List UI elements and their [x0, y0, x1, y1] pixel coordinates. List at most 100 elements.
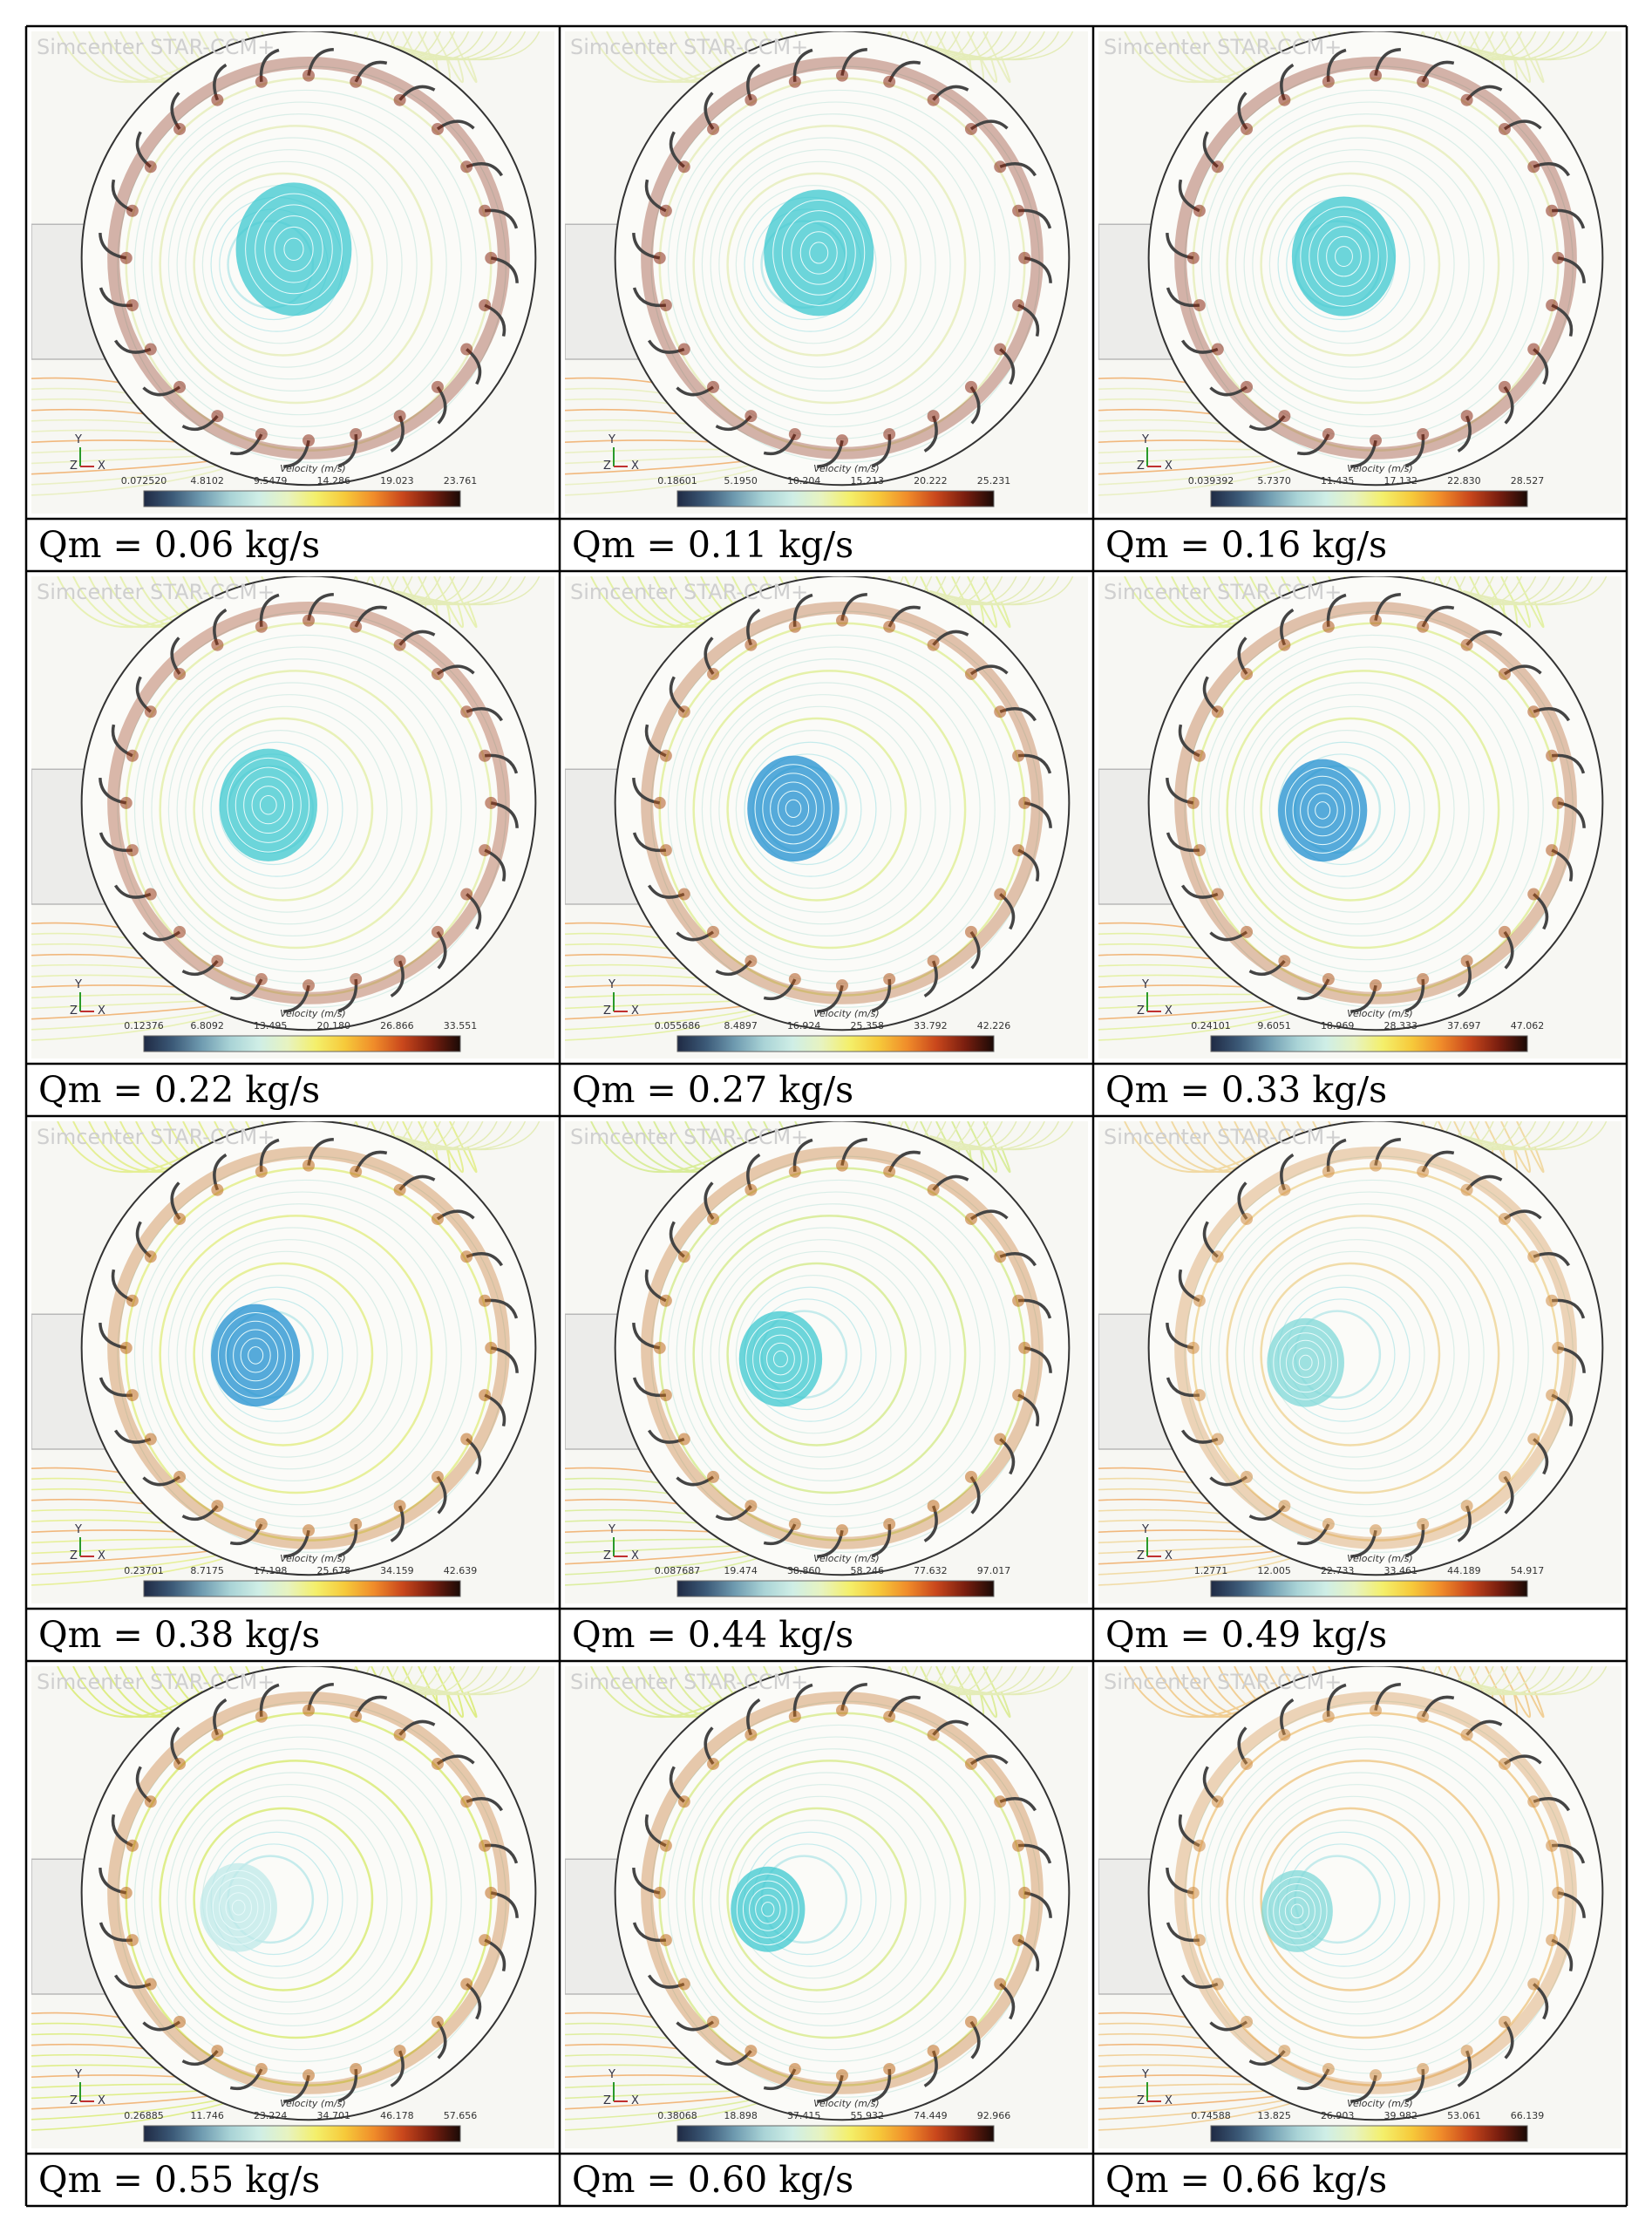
colorbar-title: Velocity (m/s): [280, 463, 346, 474]
flow-panel: [1098, 1121, 1621, 1603]
colorbar-tick: 34.701: [316, 2110, 351, 2121]
colorbar-tick: 13.825: [1257, 2110, 1291, 2121]
colorbar-tick: 0.74588: [1191, 2110, 1231, 2121]
colorbar-tick: 17.132: [1383, 475, 1418, 487]
axis-label-x: X: [631, 460, 639, 473]
housing: [614, 1666, 1071, 2121]
axis-label-z: Z: [70, 2094, 78, 2107]
colorbar-title: Velocity (m/s): [813, 2098, 880, 2109]
vortex-core: [731, 1866, 806, 1952]
axis-label-y: Y: [75, 2068, 82, 2081]
colorbar-title: Velocity (m/s): [280, 1008, 346, 1019]
axis-label-z: Z: [70, 460, 78, 473]
axis-label-y: Y: [608, 978, 615, 991]
colorbar: [676, 2125, 995, 2142]
housing: [614, 576, 1071, 1031]
colorbar: [676, 490, 995, 507]
colorbar-tick: 22.830: [1447, 475, 1481, 487]
colorbar-tick: 53.061: [1447, 2110, 1481, 2121]
colorbar-tick: 9.5479: [253, 475, 288, 487]
vortex-core: [200, 1862, 277, 1952]
axis-label-z: Z: [1137, 1549, 1145, 1562]
axis-label-z: Z: [70, 1549, 78, 1562]
vortex-core: [211, 1304, 301, 1407]
colorbar: [143, 2125, 461, 2142]
colorbar-tick: 28.333: [1383, 1020, 1418, 1031]
colorbar-tick: 0.23701: [124, 1565, 164, 1576]
colorbar-tick: 0.087687: [654, 1565, 701, 1576]
colorbar-title: Velocity (m/s): [1347, 1008, 1413, 1019]
axis-label-x: X: [1165, 460, 1173, 473]
axis-label-y: Y: [608, 433, 615, 446]
colorbar-tick: 26.866: [380, 1020, 414, 1031]
vortex-core: [747, 755, 840, 862]
colorbar-tick: 10.204: [786, 475, 821, 487]
colorbar-tick: 20.222: [914, 475, 948, 487]
colorbar-tick: 11.746: [190, 2110, 224, 2121]
panel-caption: Qm = 0.49 kg/s: [1105, 1614, 1388, 1656]
colorbar-title: Velocity (m/s): [280, 1553, 346, 1564]
axis-label-x: X: [98, 2094, 105, 2107]
colorbar-tick: 33.792: [914, 1020, 948, 1031]
vortex-core: [1278, 759, 1368, 862]
colorbar-tick: 8.4897: [724, 1020, 758, 1031]
colorbar-tick: 6.8092: [190, 1020, 224, 1031]
panel-caption: Qm = 0.06 kg/s: [38, 524, 321, 566]
watermark: Simcenter STAR-CCM+: [1104, 35, 1343, 59]
colorbar-tick: 23.224: [253, 2110, 288, 2121]
colorbar-tick: 15.213: [850, 475, 885, 487]
colorbar: [143, 1035, 461, 1052]
housing: [1147, 1666, 1604, 2121]
colorbar-tick: 0.072520: [120, 475, 167, 487]
housing: [80, 1121, 537, 1576]
colorbar-tick: 13.495: [253, 1020, 288, 1031]
colorbar-tick: 97.017: [976, 1565, 1011, 1576]
colorbar-title: Velocity (m/s): [280, 2098, 346, 2109]
colorbar-title: Velocity (m/s): [813, 1553, 880, 1564]
housing: [80, 1666, 537, 2121]
colorbar-tick: 38.860: [786, 1565, 821, 1576]
watermark: Simcenter STAR-CCM+: [570, 1125, 809, 1149]
axis-label-z: Z: [603, 1549, 611, 1562]
flow-panel: [1098, 31, 1621, 514]
vortex-core: [1261, 1869, 1333, 1952]
colorbar-title: Velocity (m/s): [1347, 1553, 1413, 1564]
colorbar-tick: 42.639: [443, 1565, 478, 1576]
watermark: Simcenter STAR-CCM+: [1104, 1670, 1343, 1694]
colorbar-tick: 57.656: [443, 2110, 478, 2121]
axis-label-y: Y: [1142, 433, 1149, 446]
axis-label-y: Y: [75, 978, 82, 991]
flow-panel: [565, 31, 1088, 514]
flow-panel: [31, 31, 554, 514]
vortex-core: [219, 748, 317, 861]
colorbar-tick: 19.023: [380, 475, 414, 487]
colorbar-tick: 0.26885: [124, 2110, 164, 2121]
colorbar-tick: 12.005: [1257, 1565, 1291, 1576]
colorbar-tick: 46.178: [380, 2110, 414, 2121]
colorbar: [1210, 490, 1528, 507]
colorbar-tick: 0.12376: [124, 1020, 164, 1031]
vortex-core: [235, 182, 352, 317]
watermark: Simcenter STAR-CCM+: [570, 580, 809, 604]
colorbar-tick: 37.697: [1447, 1020, 1481, 1031]
colorbar-tick: 26.903: [1320, 2110, 1355, 2121]
axis-label-z: Z: [1137, 2094, 1145, 2107]
axis-label-y: Y: [75, 1523, 82, 1536]
flow-panel: [565, 576, 1088, 1059]
colorbar-tick: 25.678: [316, 1565, 351, 1576]
axis-label-y: Y: [608, 1523, 615, 1536]
colorbar-tick: 74.449: [914, 2110, 948, 2121]
watermark: Simcenter STAR-CCM+: [37, 1670, 275, 1694]
colorbar-tick: 20.180: [316, 1020, 351, 1031]
axis-label-z: Z: [1137, 1004, 1145, 1018]
panel-caption: Qm = 0.66 kg/s: [1105, 2159, 1388, 2201]
axis-label-x: X: [98, 460, 105, 473]
watermark: Simcenter STAR-CCM+: [1104, 580, 1343, 604]
watermark: Simcenter STAR-CCM+: [37, 1125, 275, 1149]
housing: [614, 1121, 1071, 1576]
table-borders: [24, 24, 1628, 2208]
colorbar-tick: 37.415: [786, 2110, 821, 2121]
colorbar-tick: 0.039392: [1187, 475, 1234, 487]
colorbar-tick: 25.358: [850, 1020, 885, 1031]
colorbar: [676, 1580, 995, 1597]
